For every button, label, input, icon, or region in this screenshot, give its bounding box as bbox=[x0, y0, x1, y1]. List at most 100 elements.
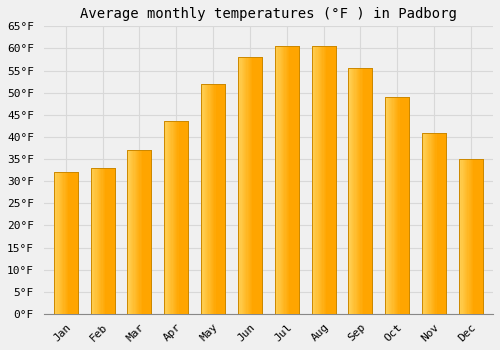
Bar bbox=[98, 168, 99, 314]
Bar bbox=[68, 172, 70, 314]
Bar bbox=[371, 68, 372, 314]
Bar bbox=[212, 84, 213, 314]
Bar bbox=[76, 172, 78, 314]
Bar bbox=[438, 133, 439, 314]
Bar bbox=[62, 172, 64, 314]
Bar bbox=[54, 172, 78, 314]
Bar bbox=[442, 133, 444, 314]
Bar bbox=[472, 159, 474, 314]
Bar bbox=[219, 84, 220, 314]
Bar bbox=[354, 68, 356, 314]
Bar bbox=[106, 168, 108, 314]
Bar bbox=[482, 159, 483, 314]
Bar bbox=[245, 57, 246, 314]
Bar bbox=[427, 133, 428, 314]
Bar bbox=[260, 57, 262, 314]
Bar bbox=[313, 46, 314, 314]
Bar bbox=[388, 97, 389, 314]
Bar bbox=[290, 46, 292, 314]
Bar bbox=[476, 159, 477, 314]
Bar bbox=[321, 46, 322, 314]
Bar bbox=[90, 168, 114, 314]
Bar bbox=[470, 159, 471, 314]
Bar bbox=[58, 172, 60, 314]
Bar bbox=[386, 97, 388, 314]
Bar bbox=[218, 84, 219, 314]
Bar bbox=[187, 121, 188, 314]
Bar bbox=[164, 121, 166, 314]
Bar bbox=[144, 150, 146, 314]
Bar bbox=[140, 150, 142, 314]
Bar bbox=[222, 84, 224, 314]
Bar bbox=[180, 121, 181, 314]
Bar bbox=[206, 84, 207, 314]
Bar bbox=[136, 150, 137, 314]
Bar bbox=[201, 84, 202, 314]
Bar bbox=[169, 121, 170, 314]
Bar bbox=[478, 159, 480, 314]
Bar bbox=[352, 68, 354, 314]
Bar bbox=[276, 46, 277, 314]
Title: Average monthly temperatures (°F ) in Padborg: Average monthly temperatures (°F ) in Pa… bbox=[80, 7, 457, 21]
Bar bbox=[246, 57, 248, 314]
Bar bbox=[433, 133, 434, 314]
Bar bbox=[312, 46, 336, 314]
Bar bbox=[201, 84, 225, 314]
Bar bbox=[389, 97, 390, 314]
Bar bbox=[207, 84, 208, 314]
Bar bbox=[459, 159, 483, 314]
Bar bbox=[445, 133, 446, 314]
Bar bbox=[170, 121, 172, 314]
Bar bbox=[351, 68, 352, 314]
Bar bbox=[459, 159, 460, 314]
Bar bbox=[360, 68, 362, 314]
Bar bbox=[239, 57, 240, 314]
Bar bbox=[277, 46, 278, 314]
Bar bbox=[74, 172, 76, 314]
Bar bbox=[99, 168, 100, 314]
Bar bbox=[250, 57, 251, 314]
Bar bbox=[104, 168, 105, 314]
Bar bbox=[143, 150, 144, 314]
Bar bbox=[110, 168, 111, 314]
Bar bbox=[286, 46, 287, 314]
Bar bbox=[436, 133, 438, 314]
Bar bbox=[137, 150, 138, 314]
Bar bbox=[132, 150, 134, 314]
Bar bbox=[386, 97, 409, 314]
Bar bbox=[370, 68, 371, 314]
Bar bbox=[130, 150, 131, 314]
Bar bbox=[112, 168, 114, 314]
Bar bbox=[105, 168, 106, 314]
Bar bbox=[474, 159, 476, 314]
Bar bbox=[460, 159, 462, 314]
Bar bbox=[73, 172, 74, 314]
Bar bbox=[128, 150, 152, 314]
Bar bbox=[243, 57, 244, 314]
Bar bbox=[102, 168, 104, 314]
Bar bbox=[348, 68, 372, 314]
Bar bbox=[357, 68, 358, 314]
Bar bbox=[324, 46, 325, 314]
Bar bbox=[282, 46, 283, 314]
Bar bbox=[278, 46, 280, 314]
Bar bbox=[356, 68, 357, 314]
Bar bbox=[398, 97, 400, 314]
Bar bbox=[396, 97, 398, 314]
Bar bbox=[208, 84, 210, 314]
Bar bbox=[364, 68, 365, 314]
Bar bbox=[424, 133, 426, 314]
Bar bbox=[175, 121, 176, 314]
Bar bbox=[312, 46, 336, 314]
Bar bbox=[275, 46, 299, 314]
Bar bbox=[216, 84, 218, 314]
Bar bbox=[94, 168, 96, 314]
Bar bbox=[220, 84, 222, 314]
Bar bbox=[362, 68, 363, 314]
Bar bbox=[254, 57, 256, 314]
Bar bbox=[428, 133, 430, 314]
Bar bbox=[392, 97, 394, 314]
Bar bbox=[142, 150, 143, 314]
Bar bbox=[288, 46, 289, 314]
Bar bbox=[319, 46, 320, 314]
